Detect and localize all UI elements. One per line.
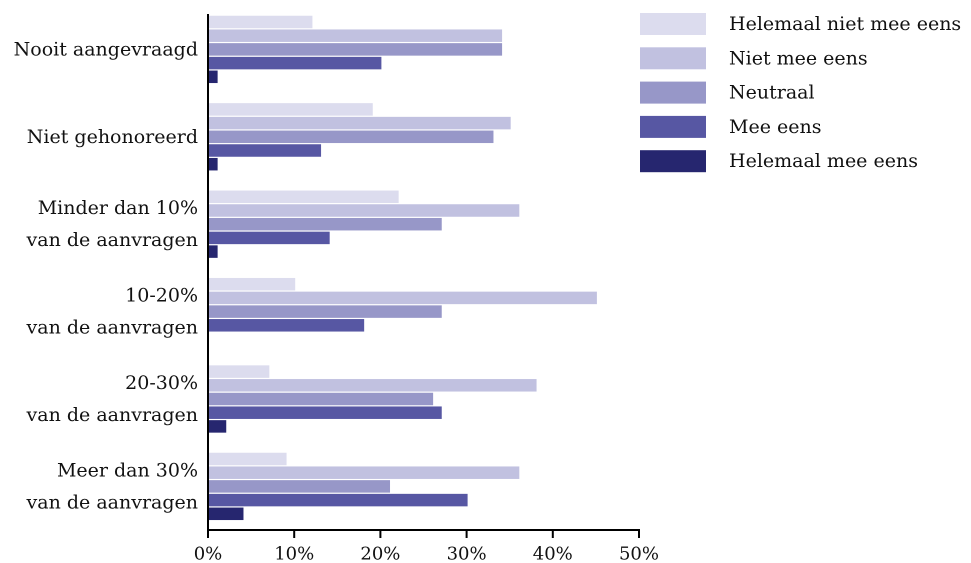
x-tick-label: 10% — [274, 544, 314, 563]
legend-swatch — [640, 47, 706, 70]
bar-5-5 — [209, 420, 227, 433]
legend: Helemaal niet mee eens Niet mee eens Neutr… — [640, 13, 961, 173]
bar-3-5 — [209, 245, 218, 258]
bar-3-1 — [209, 190, 399, 204]
bar-2-4 — [209, 144, 322, 157]
bar-2-3 — [209, 130, 494, 144]
x-tick-label: 20% — [360, 544, 400, 563]
bar-2-1 — [209, 103, 373, 116]
bar-5-2 — [209, 379, 537, 392]
bar-3-2 — [209, 204, 520, 217]
category-label: 20-30% van de aanvragen — [26, 372, 198, 426]
category-label: Nooit aangevraagd — [14, 38, 198, 60]
bar-3-4 — [209, 231, 330, 245]
x-tick-labels: 0% 10% 20% 30% 40% 50% — [194, 544, 659, 563]
bar-4-2 — [209, 291, 597, 305]
legend-label: Helemaal mee eens — [729, 150, 918, 172]
bar-1-1 — [209, 15, 313, 29]
legend-swatch — [640, 115, 706, 138]
category-label: Niet gehonoreerd — [27, 126, 198, 148]
legend-label: Mee eens — [729, 116, 821, 138]
bar-5-4 — [209, 406, 442, 419]
bar-1-4 — [209, 56, 382, 70]
category-label: 10-20% van de aanvragen — [26, 285, 198, 339]
bars-group — [209, 15, 597, 521]
legend-label: Niet mee eens — [729, 47, 868, 69]
bar-6-5 — [209, 507, 244, 521]
category-label: Minder dan 10% van de aanvragen — [26, 197, 198, 251]
bar-5-3 — [209, 392, 434, 406]
bar-1-5 — [209, 70, 218, 84]
bar-6-3 — [209, 480, 391, 493]
x-tick-label: 40% — [533, 544, 573, 563]
bar-6-2 — [209, 466, 520, 479]
legend-label: Neutraal — [729, 82, 815, 104]
bar-6-4 — [209, 493, 468, 507]
bar-4-4 — [209, 319, 365, 332]
legend-label: Helemaal niet mee eens — [729, 13, 961, 35]
legend-swatch — [640, 13, 706, 35]
bar-1-3 — [209, 43, 503, 56]
axes-group — [207, 14, 640, 538]
x-tick-label: 50% — [619, 544, 659, 563]
bar-6-1 — [209, 452, 287, 466]
bar-3-3 — [209, 217, 442, 231]
bar-4-3 — [209, 305, 442, 318]
legend-swatch — [640, 81, 706, 104]
x-tick-label: 30% — [447, 544, 487, 563]
category-labels: Nooit aangevraagd Niet gehonoreerd Minder … — [14, 38, 198, 513]
bar-1-2 — [209, 29, 503, 42]
bar-5-1 — [209, 365, 270, 378]
bar-2-5 — [209, 157, 218, 171]
bar-4-1 — [209, 277, 296, 291]
legend-swatch — [640, 150, 706, 173]
category-label: Meer dan 30% van de aanvragen — [26, 459, 198, 513]
bar-2-2 — [209, 116, 511, 130]
x-tick-label: 0% — [194, 544, 223, 563]
